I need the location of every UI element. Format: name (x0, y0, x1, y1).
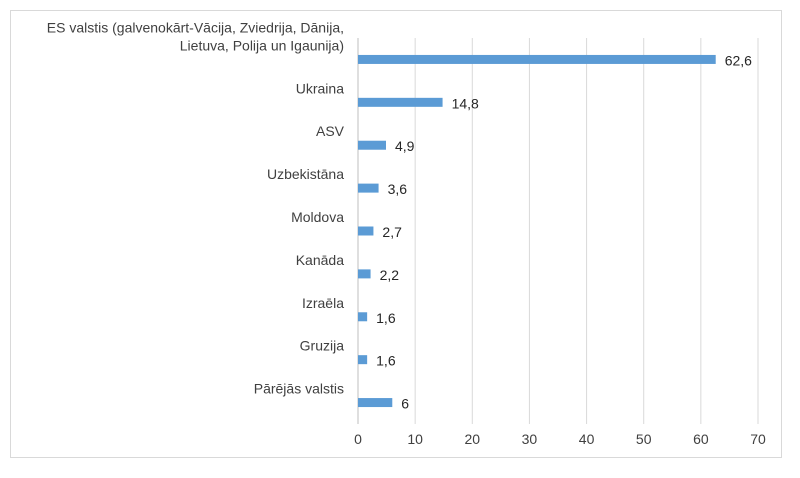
x-tick-label-30: 30 (522, 431, 538, 447)
bar-6 (358, 312, 368, 322)
category-label-7: Gruzija (300, 338, 345, 354)
category-label-5: Kanāda (296, 252, 344, 268)
bar-4 (358, 226, 374, 236)
category-label-8: Pārējās valstis (254, 381, 344, 397)
category-label-0: ES valstis (galvenokārt-Vācija, Zviedrij… (47, 19, 344, 53)
bar-8 (358, 398, 393, 408)
category-label-3: Uzbekistāna (267, 166, 344, 182)
bar-1 (358, 97, 443, 107)
chart-frame (10, 10, 782, 458)
data-label-7: 1,6 (376, 353, 396, 369)
x-tick-label-40: 40 (579, 431, 595, 447)
x-tick-label-0: 0 (354, 431, 362, 447)
x-axis-tick-labels: 0 10 20 30 40 50 60 70 (354, 431, 766, 447)
bar-3 (358, 183, 379, 193)
data-label-8: 6 (401, 396, 409, 412)
data-label-4: 2,7 (382, 224, 402, 240)
category-label-4: Moldova (291, 209, 344, 225)
x-tick-label-60: 60 (693, 431, 709, 447)
data-label-6: 1,6 (376, 310, 396, 326)
data-label-1: 14,8 (452, 95, 479, 111)
data-label-0: 62,6 (725, 52, 752, 68)
category-labels: ES valstis (galvenokārt-Vācija, Zviedrij… (47, 19, 345, 396)
data-labels: 62,6 14,8 4,9 3,6 2,7 2,2 1,6 1,6 6 (376, 52, 752, 411)
x-tick-label-50: 50 (636, 431, 652, 447)
category-label-6: Izraēla (302, 295, 344, 311)
category-label-1: Ukraina (296, 80, 344, 96)
bar-2 (358, 140, 386, 150)
data-label-2: 4,9 (395, 138, 415, 154)
x-tick-label-70: 70 (750, 431, 766, 447)
data-label-5: 2,2 (380, 267, 400, 283)
x-tick-label-10: 10 (407, 431, 423, 447)
data-label-3: 3,6 (388, 181, 408, 197)
x-tick-label-20: 20 (464, 431, 480, 447)
bars (358, 54, 716, 408)
bar-0 (358, 54, 716, 64)
gridlines (357, 38, 759, 424)
category-label-2: ASV (316, 123, 345, 139)
bar-5 (358, 269, 371, 279)
bar-7 (358, 355, 368, 365)
